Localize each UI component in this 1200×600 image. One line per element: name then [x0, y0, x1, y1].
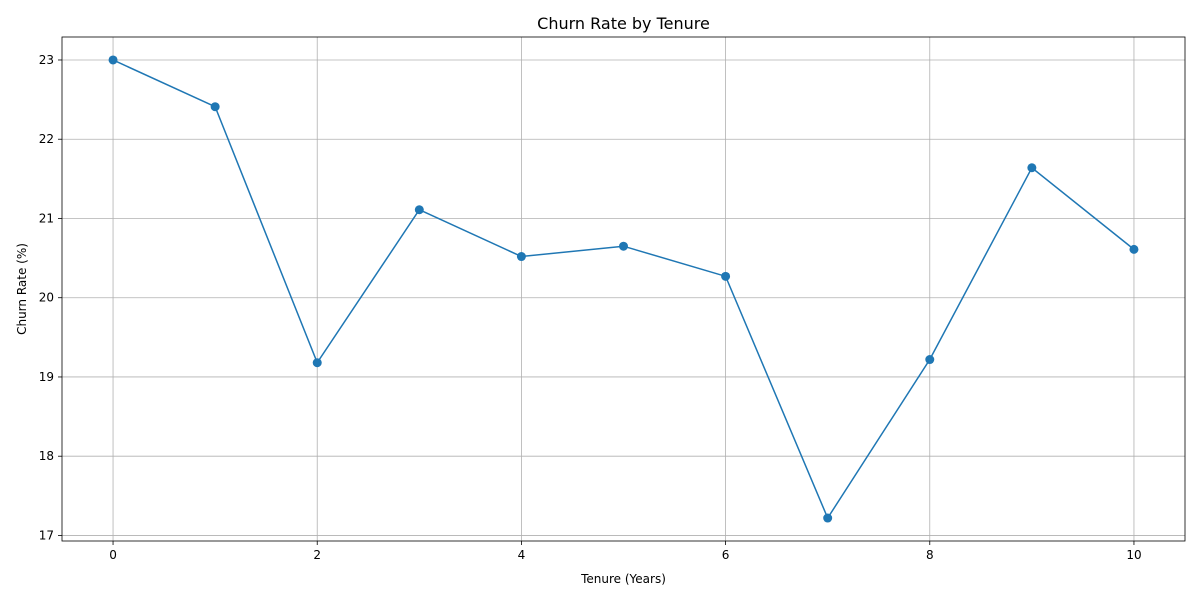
- y-tick-label: 18: [39, 449, 54, 463]
- series-layer: [108, 55, 1139, 523]
- x-tick-label: 10: [1126, 548, 1141, 562]
- y-axis-label: Churn Rate (%): [15, 243, 29, 335]
- data-point: [516, 252, 526, 262]
- y-tick-label: 17: [39, 528, 54, 542]
- data-point: [823, 513, 833, 523]
- y-tick-label: 20: [39, 291, 54, 305]
- y-tick-label: 22: [39, 132, 54, 146]
- grid: [62, 37, 1185, 541]
- data-point: [312, 358, 322, 368]
- axis-ticks: 0 2 4 6 8 10 17 18 19 20 21 22 23: [39, 53, 1142, 562]
- data-point: [1027, 163, 1037, 173]
- x-tick-label: 8: [926, 548, 934, 562]
- x-axis-label: Tenure (Years): [580, 572, 666, 586]
- data-point: [619, 241, 628, 251]
- data-point: [414, 205, 424, 215]
- x-tick-label: 4: [518, 548, 526, 562]
- plot-frame: [61, 36, 1186, 542]
- data-point: [925, 355, 935, 365]
- x-tick-label: 6: [722, 548, 730, 562]
- data-point: [1129, 244, 1139, 254]
- y-tick-label: 21: [39, 211, 54, 225]
- data-point: [721, 271, 731, 281]
- data-point: [210, 102, 220, 112]
- data-point: [108, 55, 118, 65]
- chart-title: Churn Rate by Tenure: [537, 14, 710, 33]
- y-tick-label: 19: [39, 370, 54, 384]
- y-tick-label: 23: [39, 53, 54, 67]
- x-tick-label: 2: [313, 548, 321, 562]
- series-line: [112, 59, 1135, 520]
- x-tick-label: 0: [109, 548, 117, 562]
